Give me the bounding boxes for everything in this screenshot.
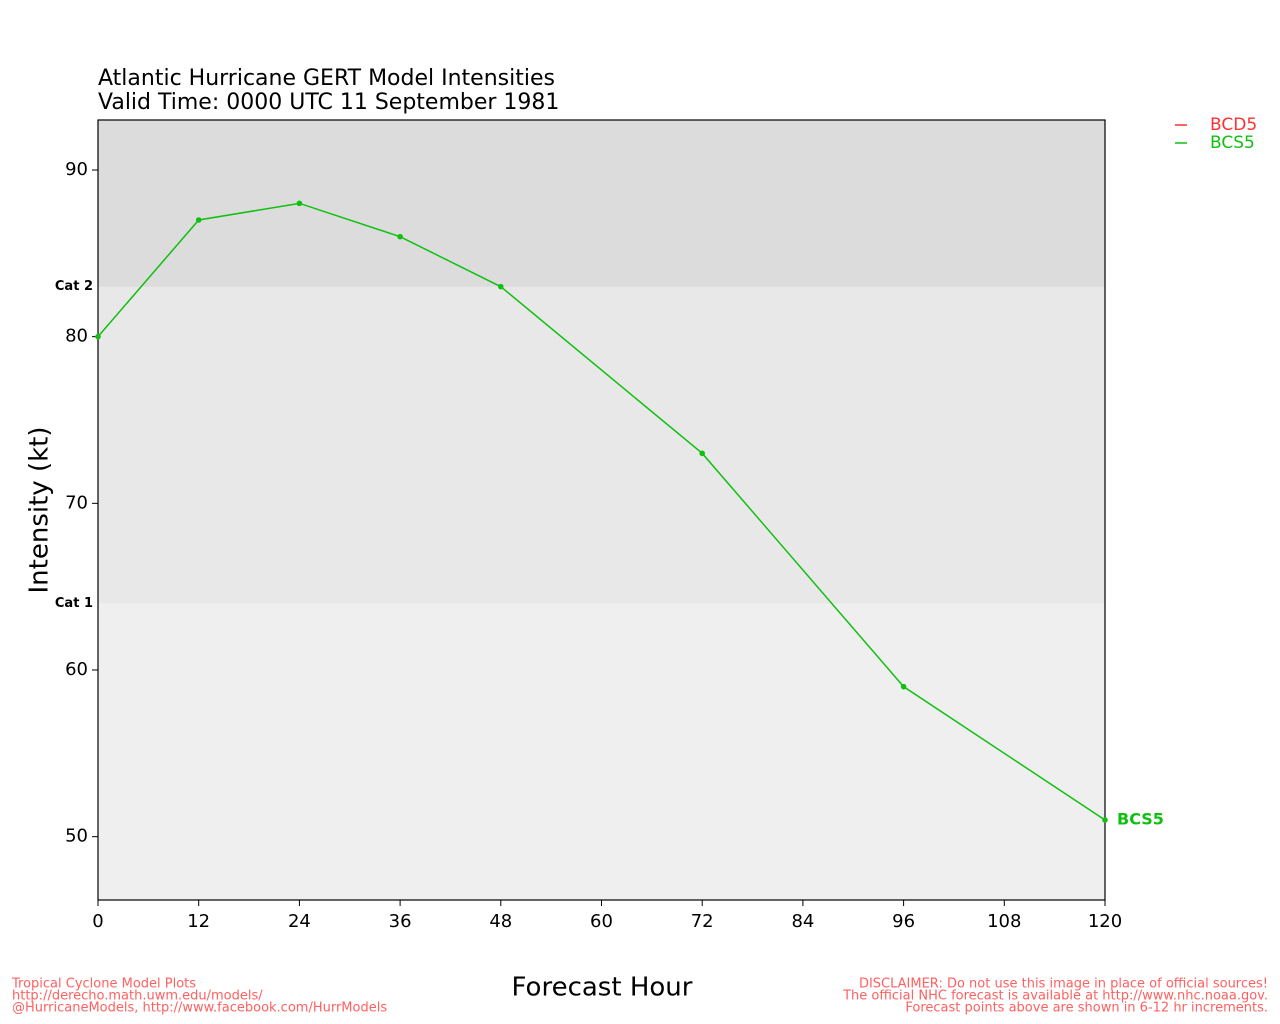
data-point [296, 200, 303, 207]
x-axis-label: Forecast Hour [512, 973, 693, 1003]
footer-left: @HurricaneModels, http://www.facebook.co… [12, 1001, 387, 1016]
x-tick-label: 48 [489, 911, 512, 932]
band-label: Cat 2 [55, 279, 93, 294]
y-tick-label: 60 [65, 659, 88, 680]
chart-subtitle: Valid Time: 0000 UTC 11 September 1981 [98, 90, 559, 115]
x-tick-label: 12 [187, 911, 210, 932]
intensity-band [98, 286, 1105, 604]
data-point [195, 217, 202, 223]
band-label: Cat 1 [55, 596, 93, 611]
data-point [95, 333, 101, 340]
chart-title: Atlantic Hurricane GERT Model Intensitie… [98, 66, 555, 91]
intensity-band [98, 120, 1105, 287]
data-point [1102, 817, 1108, 823]
y-tick-label: 50 [65, 826, 88, 847]
y-tick-label: 70 [65, 492, 88, 513]
legend-label: BCD5 [1210, 115, 1257, 135]
x-tick-label: 0 [92, 911, 103, 932]
y-tick-label: 90 [65, 159, 88, 180]
x-tick-label: 60 [590, 911, 613, 932]
data-point [397, 233, 403, 240]
x-tick-label: 84 [791, 911, 814, 932]
footer-left: Tropical Cyclone Model Plots [11, 977, 196, 992]
data-point [900, 683, 907, 690]
x-tick-label: 72 [691, 911, 714, 932]
x-tick-label: 120 [1088, 911, 1122, 932]
x-tick-label: 24 [288, 911, 311, 932]
series-end-label: BCS5 [1117, 810, 1164, 829]
y-tick-label: 80 [65, 326, 88, 347]
footer-left: http://derecho.math.uwm.edu/models/ [12, 989, 263, 1004]
x-tick-label: 36 [389, 911, 412, 932]
data-point [699, 450, 705, 457]
footer-right: DISCLAIMER: Do not use this image in pla… [859, 977, 1268, 992]
footer-right: The official NHC forecast is available a… [842, 989, 1268, 1004]
x-tick-label: 96 [892, 911, 915, 932]
y-axis-label: Intensity (kt) [25, 427, 55, 594]
data-point [498, 283, 504, 290]
x-tick-label: 108 [987, 911, 1021, 932]
footer-right: Forecast points above are shown in 6-12 … [905, 1001, 1268, 1016]
series-line [97, 202, 1106, 821]
legend-label: BCS5 [1210, 133, 1255, 153]
